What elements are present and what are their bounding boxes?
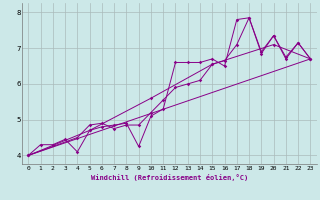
X-axis label: Windchill (Refroidissement éolien,°C): Windchill (Refroidissement éolien,°C) — [91, 174, 248, 181]
